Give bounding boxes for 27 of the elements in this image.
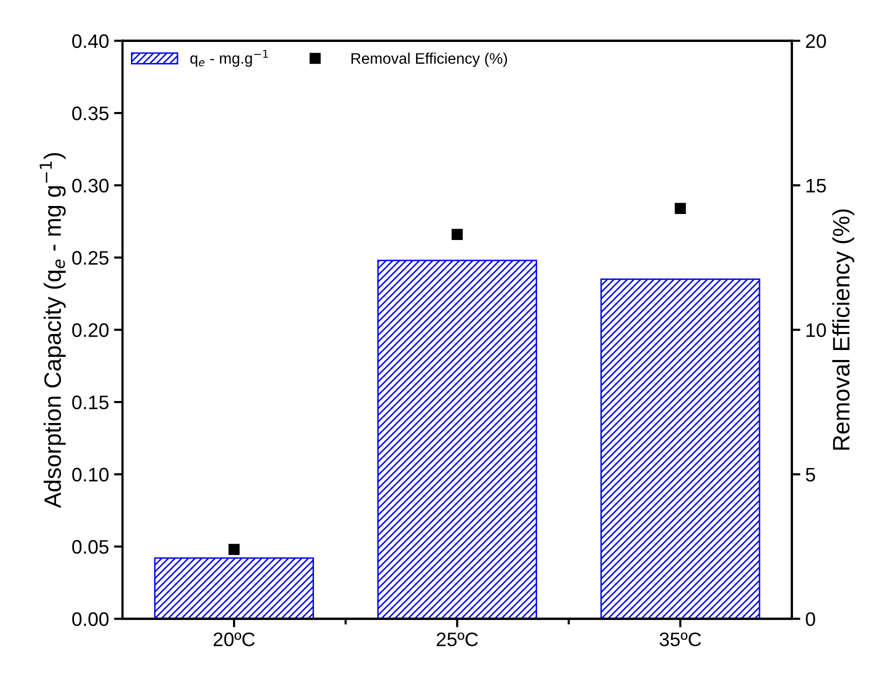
point: [674, 202, 686, 214]
y-tick-label: 0.05: [72, 540, 108, 554]
y-axis-title: Adsorption Capacity (q$_{e}$ - mg g$^{−1}$): [40, 153, 66, 508]
y-tick-label: 0.15: [72, 396, 108, 410]
legend-label: Removal Efficiency (%): [352, 52, 507, 67]
y2-tick-label: 20: [806, 34, 826, 48]
y-tick-label: 0.25: [72, 251, 108, 265]
x-tick-label: 20ºC: [214, 632, 255, 646]
bar: [154, 557, 314, 619]
y2-axis-title: Removal Efficiency (%): [832, 209, 854, 450]
y-tick-label: 0.35: [72, 106, 108, 120]
bar: [600, 278, 760, 619]
x-tick-label: 35ºC: [660, 632, 701, 646]
y-tick-label: 0.30: [72, 178, 109, 193]
y-tick-label: 0.40: [72, 34, 109, 48]
y-tick-label: 0.20: [72, 323, 109, 338]
x-tick-label: 25ºC: [436, 632, 478, 646]
y2-tick-label: 5: [806, 468, 816, 482]
legend-label: q$_{e}$ - mg.g$^{−1}$: [190, 50, 268, 67]
point: [452, 228, 463, 240]
y2-tick-label: 10: [806, 323, 826, 338]
y-tick-label: 0.00: [72, 612, 109, 626]
point: [228, 544, 240, 555]
bar: [377, 260, 538, 619]
y-tick-label: 0.10: [72, 468, 109, 482]
y2-tick-label: 0: [806, 612, 816, 626]
y2-tick-label: 15: [806, 178, 826, 193]
